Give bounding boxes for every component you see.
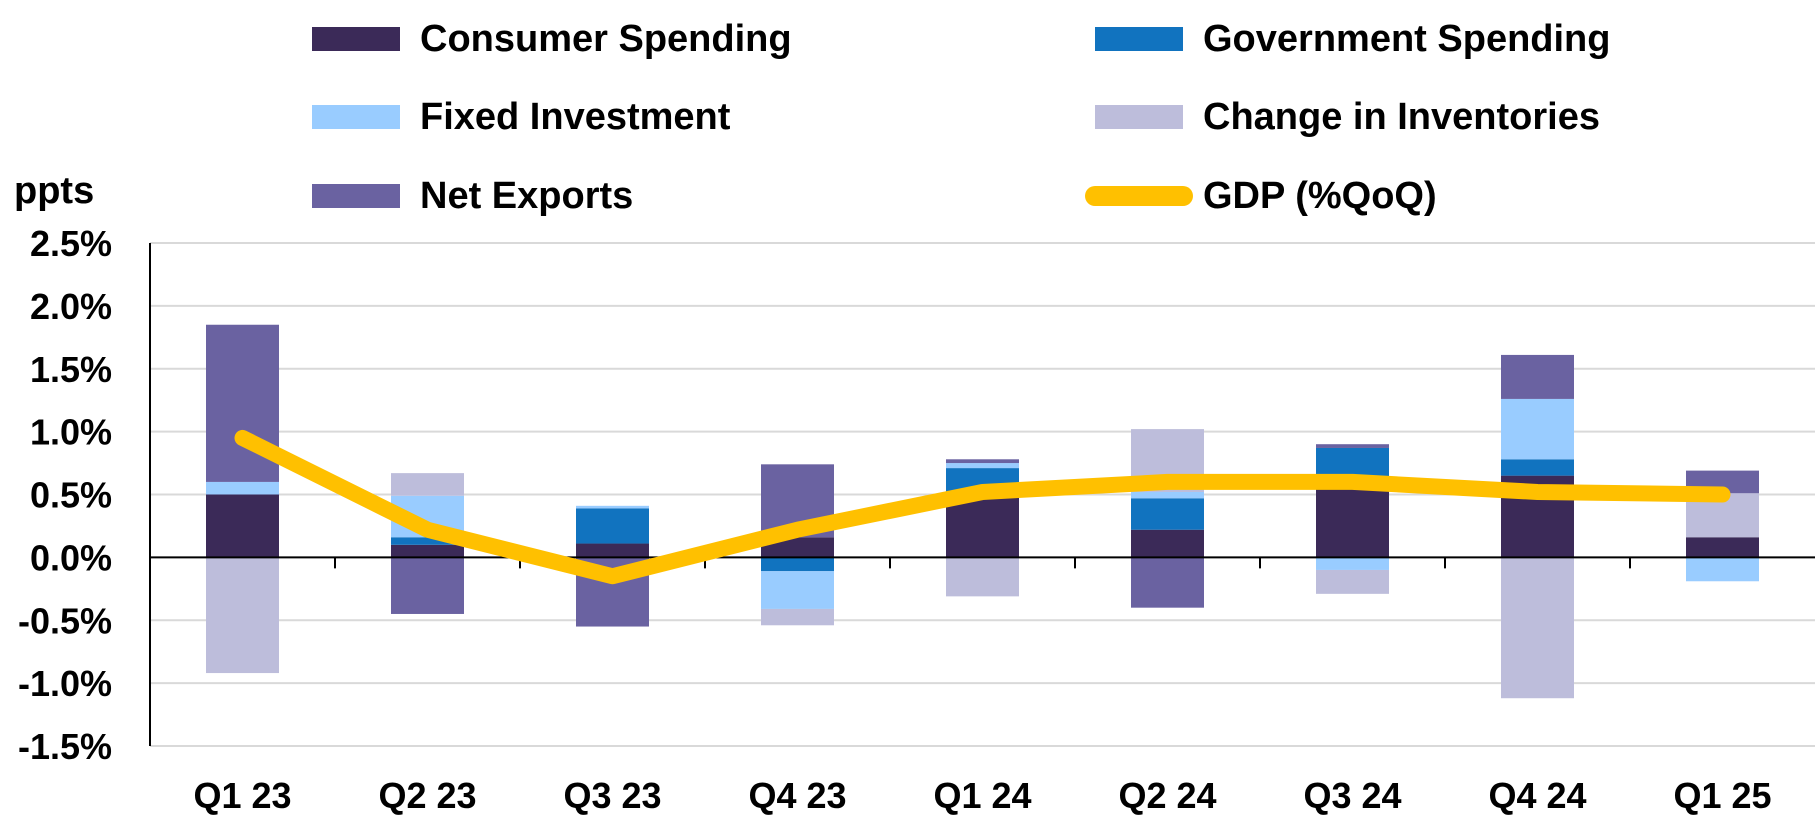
bar-consumer-spending-q2-24 <box>1131 529 1204 558</box>
legend-item-consumer-spending: Consumer Spending <box>312 18 792 60</box>
legend-item-net-exports: Net Exports <box>312 175 633 217</box>
legend-item-fixed-investment: Fixed Investment <box>312 96 731 138</box>
y-tick-label-1-5: -1.5% <box>18 726 112 767</box>
bar-consumer-spending-q1-25 <box>1686 537 1759 558</box>
y-tick-label-2-5: 2.5% <box>30 223 112 264</box>
y-tick-label-2-0: 2.0% <box>30 286 112 327</box>
bar-change-in-inventories-q2-23 <box>391 473 464 496</box>
bar-fixed-investment-q3-23 <box>576 505 649 509</box>
x-tick-label-q1-23: Q1 23 <box>193 775 291 816</box>
y-tick-label-1-0: -1.0% <box>18 663 112 704</box>
bar-net-exports-q1-24 <box>946 459 1019 464</box>
bar-government-spending-q2-24 <box>1131 498 1204 530</box>
bar-change-in-inventories-q4-24 <box>1501 557 1574 699</box>
legend-label-government-spending: Government Spending <box>1203 18 1610 60</box>
y-axis-unit-label: ppts <box>14 170 94 212</box>
legend-label-fixed-investment: Fixed Investment <box>420 96 731 138</box>
legend-swatch-government-spending <box>1095 27 1183 51</box>
bar-net-exports-q3-24 <box>1316 444 1389 448</box>
x-tick-label-q4-24: Q4 24 <box>1488 775 1586 816</box>
y-tick-label-0-0: 0.0% <box>30 537 112 578</box>
legend-item-government-spending: Government Spending <box>1095 18 1610 60</box>
legend-label-gdp: GDP (%QoQ) <box>1203 175 1437 217</box>
x-tick-label-q1-24: Q1 24 <box>933 775 1031 816</box>
legend-swatch-net-exports <box>312 184 400 208</box>
bar-net-exports-q4-24 <box>1501 354 1574 399</box>
x-tick-label-q3-23: Q3 23 <box>563 775 661 816</box>
legend-item-gdp: GDP (%QoQ) <box>1085 175 1437 217</box>
x-tick-labels: Q1 23 Q2 23 Q3 23 Q4 23 Q1 24 Q2 24 Q3 24 Q4 24… <box>193 775 1771 816</box>
x-tick-label-q3-24: Q3 24 <box>1303 775 1401 816</box>
bar-fixed-investment-q1-25 <box>1686 557 1759 582</box>
bar-fixed-investment-q4-24 <box>1501 398 1574 460</box>
bar-fixed-investment-q1-24 <box>946 463 1019 469</box>
bar-consumer-spending-q3-24 <box>1316 488 1389 558</box>
legend-label-consumer-spending: Consumer Spending <box>420 18 792 60</box>
y-tick-label-0-5: -0.5% <box>18 600 112 641</box>
x-tick-label-q4-23: Q4 23 <box>748 775 846 816</box>
bar-government-spending-q4-24 <box>1501 459 1574 476</box>
legend-item-change-in-inventories: Change in Inventories <box>1095 96 1600 138</box>
bar-fixed-investment-q4-23 <box>761 571 834 609</box>
bar-net-exports-q2-24 <box>1131 557 1204 608</box>
x-tick-label-q2-23: Q2 23 <box>378 775 476 816</box>
legend-label-net-exports: Net Exports <box>420 175 633 217</box>
bar-fixed-investment-q3-24 <box>1316 557 1389 570</box>
legend-swatch-change-in-inventories <box>1095 105 1183 129</box>
bar-change-in-inventories-q4-23 <box>761 608 834 626</box>
y-tick-label-0-5: 0.5% <box>30 475 112 516</box>
legend-swatch-fixed-investment <box>312 105 400 129</box>
bars <box>206 324 1759 699</box>
legend-label-change-in-inventories: Change in Inventories <box>1203 96 1600 138</box>
bar-change-in-inventories-q3-24 <box>1316 569 1389 594</box>
legend-swatch-consumer-spending <box>312 27 400 51</box>
x-tick-label-q1-25: Q1 25 <box>1673 775 1771 816</box>
bar-fixed-investment-q2-24 <box>1131 491 1204 499</box>
gdp-line-layer <box>234 429 1731 585</box>
bar-government-spending-q4-23 <box>761 557 834 572</box>
y-tick-label-1-0: 1.0% <box>30 412 112 453</box>
legend: Consumer Spending Government Spending Fi… <box>312 18 1610 217</box>
y-tick-label-1-5: 1.5% <box>30 349 112 390</box>
bar-net-exports-q2-23 <box>391 557 464 614</box>
bar-government-spending-q2-23 <box>391 537 464 545</box>
bar-consumer-spending-q2-23 <box>391 544 464 558</box>
bar-change-in-inventories-q1-23 <box>206 557 279 674</box>
bar-change-in-inventories-q1-24 <box>946 557 1019 597</box>
bar-consumer-spending-q1-23 <box>206 494 279 558</box>
bar-fixed-investment-q1-23 <box>206 481 279 495</box>
bar-government-spending-q3-23 <box>576 508 649 544</box>
y-tick-labels: 2.5% 2.0% 1.5% 1.0% 0.5% 0.0% -0.5% -1.0% -1.5% <box>18 223 112 767</box>
bar-consumer-spending-q3-23 <box>576 543 649 558</box>
x-tick-label-q2-24: Q2 24 <box>1118 775 1216 816</box>
